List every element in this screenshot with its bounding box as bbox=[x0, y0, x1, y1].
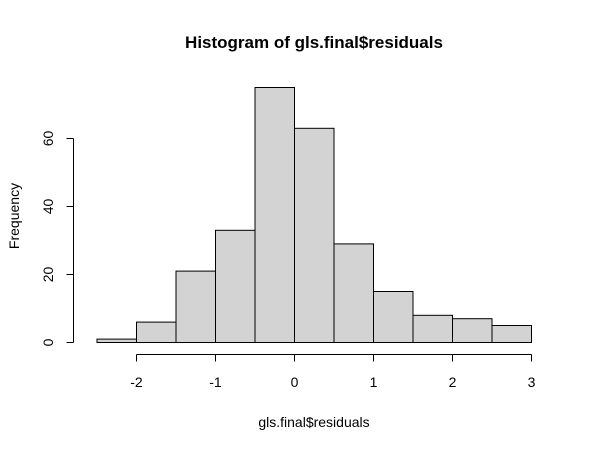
bars-group bbox=[96, 87, 532, 344]
x-tick-label: 2 bbox=[449, 374, 457, 390]
histogram-bar bbox=[373, 291, 414, 343]
x-axis: -2 -1 0 1 2 3 bbox=[130, 354, 536, 390]
y-axis-label: Frequency bbox=[6, 183, 22, 249]
x-tick-label: 0 bbox=[291, 374, 299, 390]
histogram-bar bbox=[136, 321, 177, 344]
histogram-bar bbox=[412, 314, 453, 343]
x-tick-label: -2 bbox=[130, 374, 143, 390]
x-tick-label: 3 bbox=[528, 374, 536, 390]
histogram-bar bbox=[175, 270, 216, 344]
histogram-bar bbox=[333, 243, 374, 343]
x-tick-label: 1 bbox=[370, 374, 378, 390]
y-tick-label: 20 bbox=[40, 267, 56, 283]
histogram-bar bbox=[294, 127, 335, 343]
histogram-bar bbox=[491, 325, 532, 343]
x-axis-label: gls.final$residuals bbox=[258, 414, 369, 430]
y-tick-label: 40 bbox=[40, 199, 56, 215]
y-axis: 0 20 40 60 bbox=[40, 131, 74, 346]
x-tick-label: -1 bbox=[209, 374, 222, 390]
chart-title: Histogram of gls.final$residuals bbox=[185, 33, 443, 52]
y-tick-label: 0 bbox=[40, 338, 56, 346]
histogram-bar bbox=[96, 338, 137, 344]
histogram-bar bbox=[215, 229, 256, 343]
histogram-bar bbox=[452, 318, 493, 344]
histogram-bar bbox=[254, 87, 295, 343]
y-tick-label: 60 bbox=[40, 131, 56, 147]
